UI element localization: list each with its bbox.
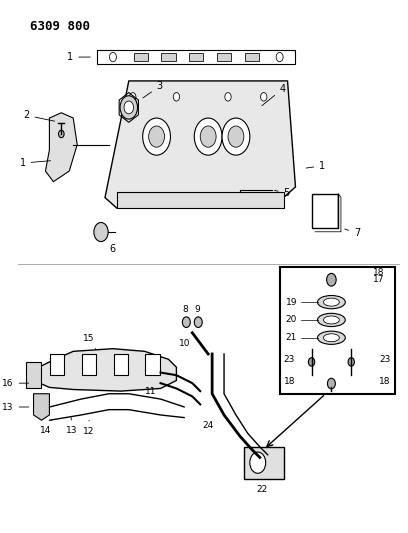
Circle shape (109, 52, 116, 62)
Circle shape (328, 378, 335, 389)
Text: 6309 800: 6309 800 (29, 20, 90, 33)
Circle shape (194, 118, 222, 155)
Bar (82, 354, 96, 375)
Text: 23: 23 (379, 355, 391, 364)
Text: 23: 23 (284, 355, 295, 364)
Circle shape (261, 93, 267, 101)
Ellipse shape (317, 313, 345, 327)
Circle shape (120, 96, 137, 119)
Text: 14: 14 (40, 420, 52, 434)
Bar (279, 266, 395, 394)
Polygon shape (105, 81, 295, 208)
Ellipse shape (317, 295, 345, 309)
Bar (26, 362, 42, 389)
Polygon shape (45, 113, 77, 182)
Circle shape (94, 222, 108, 241)
Circle shape (194, 317, 202, 327)
Circle shape (348, 358, 355, 366)
Circle shape (327, 273, 336, 286)
Ellipse shape (324, 316, 339, 324)
Bar (245, 53, 259, 61)
Text: 5: 5 (274, 188, 290, 198)
Text: 4: 4 (262, 84, 286, 106)
Text: 1: 1 (20, 158, 51, 168)
Circle shape (58, 130, 64, 138)
Circle shape (276, 52, 283, 62)
Circle shape (143, 118, 171, 155)
Text: 12: 12 (83, 421, 95, 435)
Text: 18: 18 (379, 376, 391, 385)
Bar (97, 51, 295, 63)
Polygon shape (33, 394, 49, 420)
Text: 9: 9 (195, 305, 200, 314)
Text: 8: 8 (182, 305, 188, 314)
Text: 18: 18 (284, 376, 295, 385)
Text: 19: 19 (286, 297, 297, 306)
Bar (50, 354, 64, 375)
Text: 22: 22 (256, 485, 267, 494)
Text: 16: 16 (2, 378, 29, 387)
Polygon shape (117, 192, 284, 208)
Circle shape (308, 358, 315, 366)
Text: 24: 24 (202, 421, 214, 430)
Circle shape (225, 93, 231, 101)
Circle shape (130, 93, 136, 101)
Text: 21: 21 (286, 333, 297, 342)
Ellipse shape (317, 331, 345, 344)
Bar (313, 193, 338, 228)
Bar (133, 53, 148, 61)
Ellipse shape (324, 334, 339, 342)
Text: 1: 1 (306, 161, 326, 171)
Text: 17: 17 (373, 275, 385, 284)
Text: 11: 11 (145, 386, 156, 395)
Bar (161, 53, 175, 61)
Ellipse shape (324, 298, 339, 306)
Circle shape (149, 126, 164, 147)
Text: 15: 15 (83, 334, 95, 349)
Text: 20: 20 (286, 316, 297, 325)
Bar (217, 53, 231, 61)
Bar (189, 53, 204, 61)
Text: 18: 18 (373, 268, 385, 277)
Bar (114, 354, 128, 375)
Text: 13: 13 (2, 402, 29, 411)
Circle shape (200, 126, 216, 147)
Circle shape (250, 452, 266, 473)
Bar (146, 354, 160, 375)
Circle shape (228, 126, 244, 147)
Text: 6: 6 (110, 244, 116, 254)
Circle shape (222, 118, 250, 155)
Text: 1: 1 (67, 52, 90, 62)
Circle shape (173, 93, 180, 101)
Bar (244, 447, 284, 479)
Text: 7: 7 (345, 228, 360, 238)
Text: 3: 3 (143, 81, 163, 98)
Text: 10: 10 (179, 339, 190, 348)
Circle shape (182, 317, 190, 327)
Text: 13: 13 (66, 418, 77, 434)
Text: 2: 2 (23, 110, 55, 121)
Circle shape (124, 101, 133, 114)
Polygon shape (33, 349, 176, 391)
